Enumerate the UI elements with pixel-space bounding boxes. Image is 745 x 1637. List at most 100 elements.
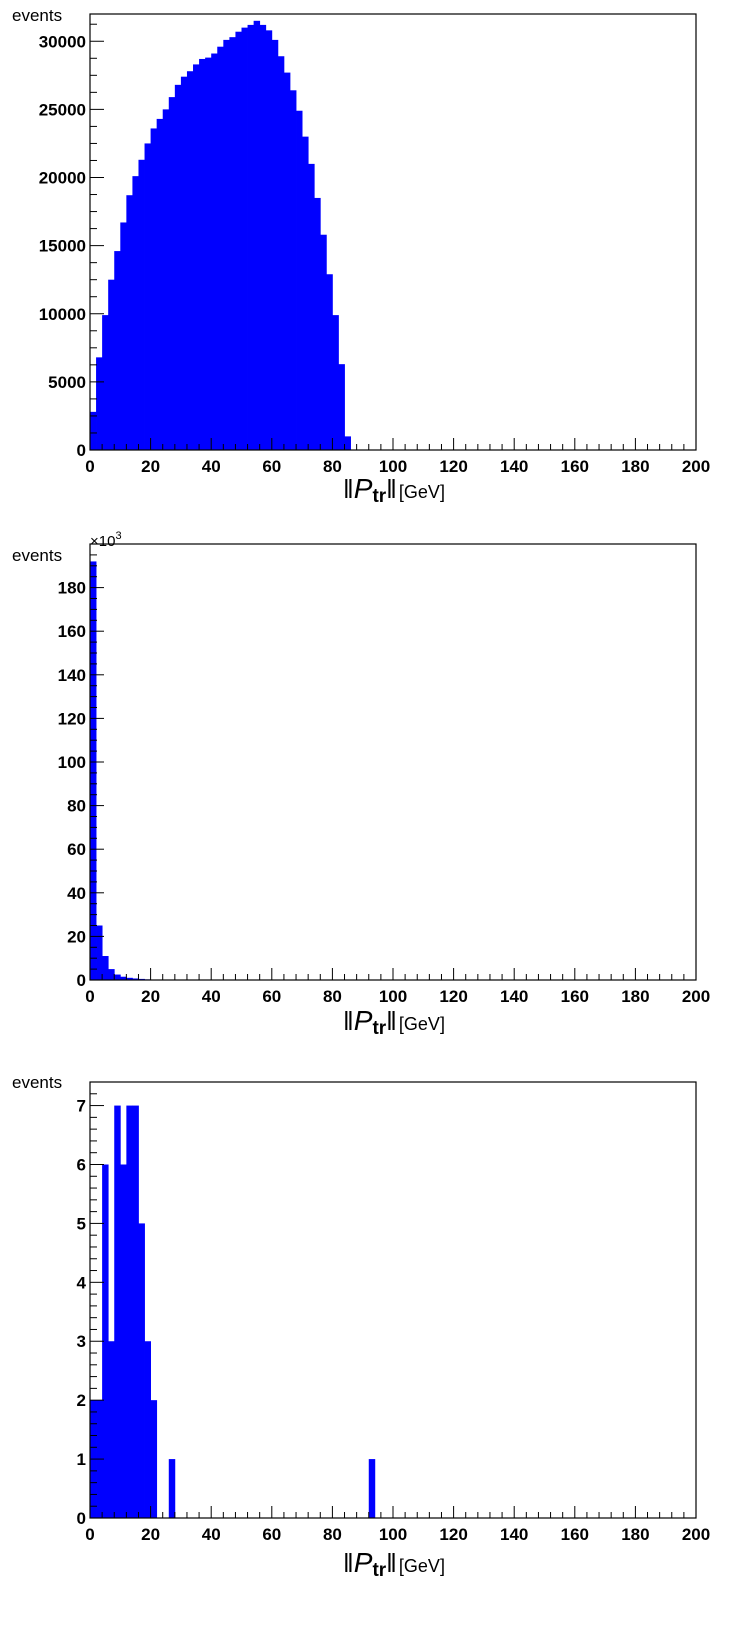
- x-tick-label: 140: [500, 457, 528, 476]
- y-tick-label: 10000: [39, 305, 86, 324]
- histogram-3-y-label: events: [12, 1073, 62, 1092]
- histogram-bar: [205, 57, 212, 450]
- histogram-bar: [338, 364, 345, 450]
- histogram-1-tick-labels: 0 20 40 60 80 100 120 140 160 180 200 0 5000 10000 150…: [39, 32, 710, 476]
- histogram-bar: [120, 1164, 127, 1518]
- histogram-bar: [344, 436, 351, 451]
- y-tick-label: 0: [77, 971, 86, 990]
- histogram-bar: [132, 978, 139, 980]
- y-tick-label: 1: [77, 1450, 86, 1469]
- histogram-3-x-label: ‖Ptr‖ [GeV]: [343, 1547, 445, 1581]
- histogram-bar: [102, 956, 109, 980]
- histogram-bar: [168, 97, 176, 451]
- x-tick-label: 160: [561, 1525, 589, 1544]
- x-tick-label: 160: [561, 987, 589, 1006]
- y-tick-label: 160: [58, 622, 86, 641]
- histogram-bar: [302, 136, 309, 451]
- histogram-bar: [96, 357, 103, 450]
- histogram-2: 0 20 40 60 80 100 120 140 160 180 200 0 20 40 60 80 100 1…: [12, 530, 711, 1039]
- y-tick-label: 180: [58, 579, 86, 598]
- y-tick-label: 2: [77, 1391, 86, 1410]
- histogram-bar: [150, 128, 158, 450]
- x-tick-label: 100: [379, 987, 407, 1006]
- x-tick-label: 180: [621, 987, 649, 1006]
- histogram-bar: [247, 24, 255, 451]
- histogram-3: 0 20 40 60 80 100 120 140 160 180 200 0 1 2 3 4 5 6 7 even…: [12, 1073, 711, 1581]
- x-tick-label: 120: [439, 1525, 467, 1544]
- histogram-bar: [168, 1459, 176, 1518]
- histogram-bar: [114, 974, 121, 980]
- histogram-bar: [217, 46, 224, 450]
- x-tick-label: 0: [85, 987, 94, 1006]
- histogram-2-ticks: [89, 554, 697, 981]
- histogram-bar: [138, 159, 145, 451]
- histogram-bar: [283, 72, 291, 450]
- x-tick-label: 0: [85, 457, 94, 476]
- histogram-bar: [108, 279, 115, 450]
- histogram-bar: [120, 222, 127, 450]
- y-tick-label: 15000: [39, 237, 86, 256]
- histogram-bar: [320, 234, 327, 450]
- histogram-bar: [114, 1105, 121, 1518]
- y-tick-label: 20000: [39, 169, 86, 188]
- histogram-1-bars: [90, 20, 351, 451]
- x-tick-label: 140: [500, 1525, 528, 1544]
- histogram-bar: [96, 925, 103, 980]
- y-tick-label: 3: [77, 1332, 86, 1351]
- y-tick-label: 100: [58, 753, 86, 772]
- y-tick-label: 120: [58, 709, 86, 728]
- histogram-bar: [241, 27, 248, 451]
- x-tick-label: 20: [141, 987, 160, 1006]
- x-tick-label: 20: [141, 457, 160, 476]
- histogram-bar: [144, 143, 151, 450]
- histogram-2-x-label: ‖Ptr‖ [GeV]: [343, 1005, 445, 1039]
- histogram-bar: [138, 1223, 145, 1518]
- x-tick-label: 200: [682, 987, 710, 1006]
- histogram-2-y-label: events: [12, 546, 62, 565]
- x-tick-label: 80: [323, 457, 342, 476]
- y-tick-label: 6: [77, 1155, 86, 1174]
- y-tick-label: 25000: [39, 100, 86, 119]
- histogram-bar: [223, 39, 230, 450]
- histogram-bar: [326, 274, 333, 450]
- x-tick-label: 60: [262, 457, 281, 476]
- x-tick-label: 120: [439, 457, 467, 476]
- histogram-bar: [150, 1400, 158, 1518]
- y-tick-label: 4: [77, 1273, 87, 1292]
- histogram-bar: [174, 84, 182, 450]
- x-tick-label: 100: [379, 457, 407, 476]
- y-tick-label: 5000: [48, 373, 86, 392]
- histogram-2-y-multiplier: ×103: [90, 530, 122, 550]
- histogram-bar: [114, 251, 121, 450]
- histogram-3-tick-labels: 0 20 40 60 80 100 120 140 160 180 200 0 1 2 3 4 5 6 7: [77, 1097, 711, 1544]
- histogram-bar: [332, 315, 339, 450]
- histogram-3-ticks: [89, 1081, 697, 1519]
- x-tick-label: 180: [621, 1525, 649, 1544]
- y-tick-label: 20: [67, 927, 86, 946]
- histogram-bar: [277, 56, 285, 451]
- x-tick-label: 180: [621, 457, 649, 476]
- histogram-bar: [308, 163, 315, 451]
- histogram-1: 0 20 40 60 80 100 120 140 160 180 200 0 5000 10000 150…: [12, 6, 710, 507]
- histogram-bar: [108, 1341, 115, 1518]
- histogram-bar: [229, 37, 236, 450]
- histogram-bar: [368, 1459, 376, 1518]
- histogram-bar: [102, 315, 109, 450]
- histogram-bar: [90, 411, 97, 450]
- histogram-bar: [126, 195, 133, 450]
- histogram-3-frame: [89, 1081, 697, 1519]
- y-tick-label: 60: [67, 840, 86, 859]
- histogram-3-bars: [90, 1105, 376, 1518]
- histogram-bar: [211, 53, 218, 450]
- histogram-2-frame: [89, 543, 697, 981]
- histogram-2-tick-labels: 0 20 40 60 80 100 120 140 160 180 200 0 20 40 60 80 100 1…: [58, 579, 711, 1006]
- y-tick-label: 80: [67, 797, 86, 816]
- x-tick-label: 40: [202, 987, 221, 1006]
- x-tick-label: 100: [379, 1525, 407, 1544]
- x-tick-label: 160: [561, 457, 589, 476]
- histogram-bar: [314, 197, 321, 450]
- histogram-bar: [120, 976, 127, 980]
- histogram-1-x-label: ‖Ptr‖ [GeV]: [343, 473, 445, 507]
- histogram-bar: [132, 1105, 139, 1518]
- histogram-bar: [144, 1341, 151, 1518]
